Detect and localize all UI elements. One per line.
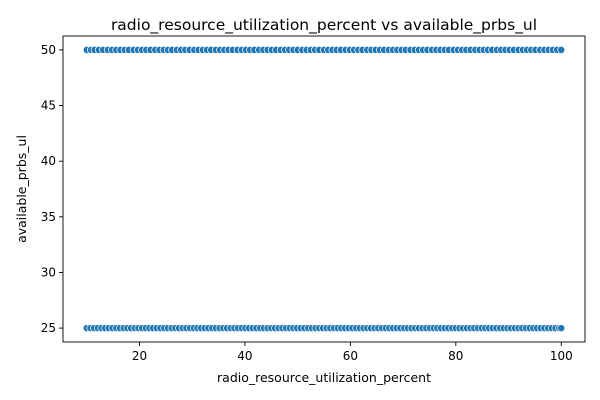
y-tick-label: 50 <box>41 43 56 57</box>
x-tick-label: 80 <box>448 349 463 363</box>
y-tick-label: 30 <box>41 265 56 279</box>
chart-title: radio_resource_utilization_percent vs av… <box>111 16 537 35</box>
y-tick-label: 40 <box>41 154 56 168</box>
y-tick-label: 25 <box>41 321 56 335</box>
x-axis-ticks: 20 40 60 80 100 <box>132 342 573 363</box>
plot-frame <box>62 35 586 343</box>
y-tick-label: 35 <box>41 210 56 224</box>
data-point <box>557 324 566 333</box>
x-tick-label: 100 <box>550 349 573 363</box>
data-point <box>557 45 566 54</box>
y-axis-label: available_prbs_ul <box>14 135 29 243</box>
x-axis-label: radio_resource_utilization_percent <box>217 370 431 385</box>
data-points <box>82 45 566 333</box>
x-tick-label: 60 <box>343 349 358 363</box>
x-tick-label: 40 <box>237 349 252 363</box>
y-axis-ticks: 25 30 35 40 45 50 <box>41 43 63 335</box>
x-tick-label: 20 <box>132 349 147 363</box>
y-tick-label: 45 <box>41 99 56 113</box>
